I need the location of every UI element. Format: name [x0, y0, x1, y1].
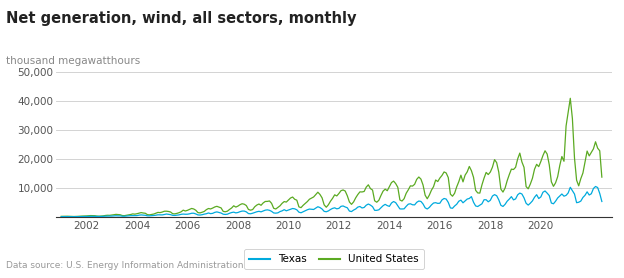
Legend: Texas, United States: Texas, United States [243, 249, 424, 269]
Text: thousand megawatthours: thousand megawatthours [6, 56, 140, 66]
Text: Net generation, wind, all sectors, monthly: Net generation, wind, all sectors, month… [6, 11, 357, 26]
Text: Data source: U.S. Energy Information Administration: Data source: U.S. Energy Information Adm… [6, 261, 244, 270]
